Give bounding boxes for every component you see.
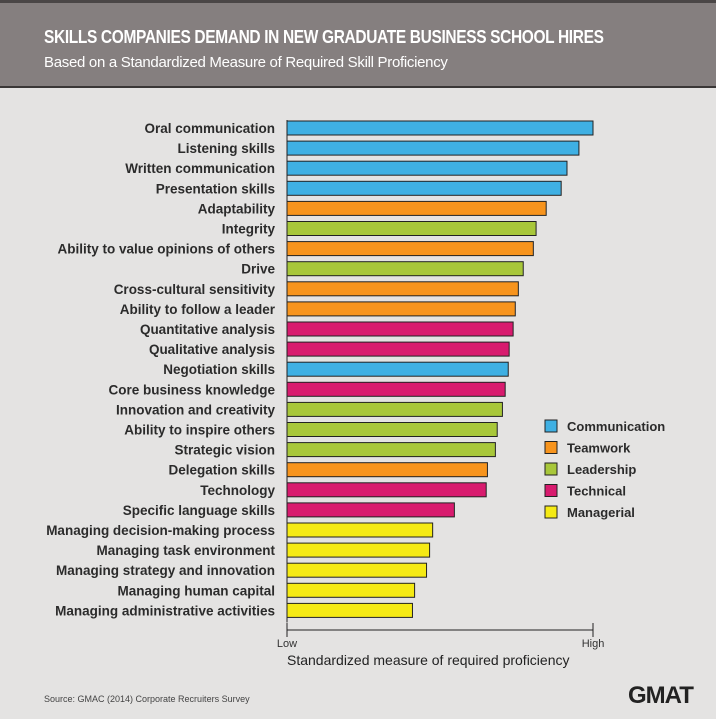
bar-label: Ability to follow a leader xyxy=(120,302,276,317)
bar-label: Strategic vision xyxy=(174,443,275,458)
bar-16 xyxy=(286,442,496,458)
bar-label: Listening skills xyxy=(177,141,275,156)
bar-label: Ability to value opinions of others xyxy=(57,242,275,257)
bar-label: Oral communication xyxy=(144,121,275,136)
bar-9 xyxy=(286,301,516,317)
legend-swatch-technical xyxy=(544,484,558,497)
bar-label: Managing human capital xyxy=(117,583,275,598)
bar-label: Cross-cultural sensitivity xyxy=(114,282,276,297)
bar-label: Innovation and creativity xyxy=(116,402,276,417)
bar-22 xyxy=(286,562,428,578)
legend-label: Communication xyxy=(567,419,665,434)
chart-subtitle: Based on a Standardized Measure of Requi… xyxy=(44,54,448,71)
legend-label: Teamwork xyxy=(567,441,631,456)
bar-label: Specific language skills xyxy=(123,503,275,518)
bar-label: Negotiation skills xyxy=(163,362,275,377)
bar-4 xyxy=(286,200,547,216)
bar-17 xyxy=(286,462,488,478)
bar-14 xyxy=(286,401,503,417)
bar-20 xyxy=(286,522,434,538)
gmat-logo: GMAT xyxy=(628,682,694,709)
bar-8 xyxy=(286,281,519,297)
source-note: Source: GMAC (2014) Corporate Recruiters… xyxy=(44,694,250,704)
bar-10 xyxy=(286,321,514,337)
legend-swatch-managerial xyxy=(544,505,558,519)
bar-2 xyxy=(286,160,568,176)
bar-3 xyxy=(286,180,562,196)
bar-label: Managing administrative activities xyxy=(55,603,275,618)
bar-19 xyxy=(286,502,455,518)
bar-18 xyxy=(286,482,487,498)
legend-swatch-communication xyxy=(544,419,558,433)
bar-label: Quantitative analysis xyxy=(140,322,275,337)
bar-label: Delegation skills xyxy=(168,463,275,478)
bar-0 xyxy=(286,120,594,136)
bar-1 xyxy=(286,140,580,156)
legend-label: Technical xyxy=(567,484,626,499)
bar-label: Presentation skills xyxy=(156,181,275,196)
bar-label: Managing strategy and innovation xyxy=(56,563,275,578)
legend-label: Leadership xyxy=(567,462,636,477)
bar-7 xyxy=(286,261,524,277)
x-tick-label: High xyxy=(582,638,605,650)
bar-label: Managing decision-making process xyxy=(46,523,275,538)
bar-label: Technology xyxy=(200,483,275,498)
bar-15 xyxy=(286,422,498,437)
bar-5 xyxy=(286,221,537,236)
bar-label: Integrity xyxy=(222,222,276,237)
legend-swatch-teamwork xyxy=(544,441,558,454)
bar-6 xyxy=(286,241,534,257)
bar-24 xyxy=(286,602,413,618)
bar-label: Ability to inspire others xyxy=(124,423,275,438)
bar-label: Drive xyxy=(241,262,275,277)
bar-23 xyxy=(286,582,416,598)
bar-label: Written communication xyxy=(125,161,275,176)
x-tick-label: Low xyxy=(277,638,297,650)
bar-label: Managing task environment xyxy=(96,543,275,558)
chart-title: SKILLS COMPANIES DEMAND IN NEW GRADUATE … xyxy=(44,27,604,47)
bar-label: Adaptability xyxy=(198,201,276,216)
bar-12 xyxy=(286,361,509,377)
bar-11 xyxy=(286,341,510,357)
x-axis-title: Standardized measure of required profici… xyxy=(287,652,570,668)
legend-swatch-leadership xyxy=(544,462,558,476)
bar-label: Core business knowledge xyxy=(108,382,275,397)
bar-label: Qualitative analysis xyxy=(149,342,275,357)
header-band: SKILLS COMPANIES DEMAND IN NEW GRADUATE … xyxy=(0,0,716,88)
bar-13 xyxy=(286,381,506,397)
bar-21 xyxy=(286,542,431,558)
legend-label: Managerial xyxy=(567,505,635,520)
